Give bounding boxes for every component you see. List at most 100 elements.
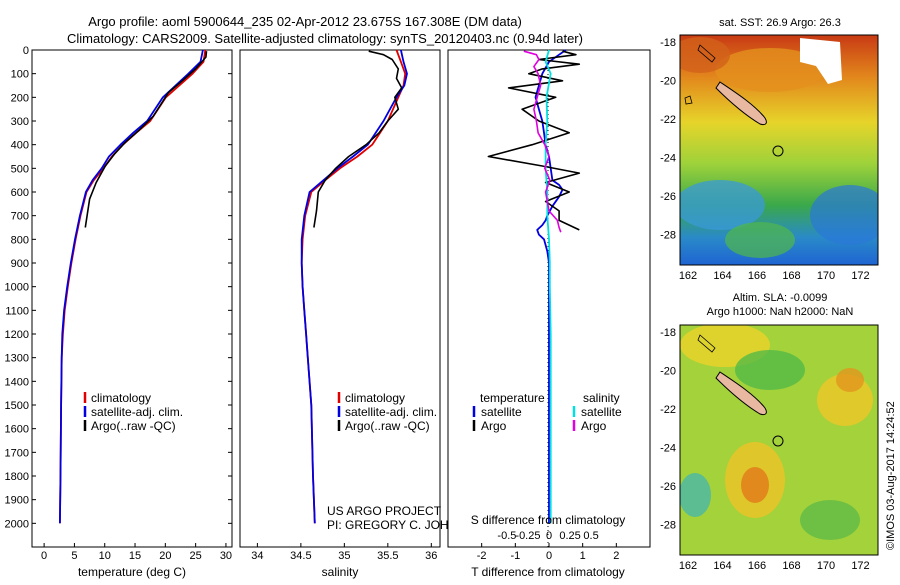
temperature-series: [59, 49, 208, 524]
imos-stamp: ©IMOS 03-Aug-2017 14:24:52: [885, 401, 897, 550]
x-tick-label: 1: [580, 550, 586, 562]
new-caledonia-island: [715, 81, 767, 126]
salinity-panel: 34 34.5 35 35.5 36 salinity climatology sate…: [239, 49, 483, 579]
difference-legend: temperature salinity satellite Argo sate…: [472, 391, 622, 433]
map-longitude-label: 172: [851, 560, 869, 572]
legend-temperature-heading: temperature: [480, 391, 545, 405]
depth-tick-label: 700: [11, 211, 29, 223]
difference-series: [487, 49, 581, 524]
map-latitude-label: -26: [660, 481, 676, 493]
legend-satellite-label: satellite-adj. clim.: [91, 405, 183, 419]
depth-tick-label: 800: [11, 234, 29, 246]
reef-outline: [697, 44, 716, 63]
x-tick-label: 25: [190, 550, 202, 562]
sst-map-axes: 162 164 166 168 170 172 -18 -20 -22 -24 -26 -28: [660, 37, 870, 282]
map-longitude-label: 162: [679, 270, 697, 282]
depth-tick-label: 600: [11, 187, 29, 199]
map-longitude-label: 170: [817, 560, 835, 572]
reef-outline: [684, 95, 693, 105]
x-tick-label: 0: [41, 550, 47, 562]
reef-outline: [697, 334, 716, 353]
x-tick-label: -2: [477, 550, 487, 562]
sst-warm-patch: [680, 37, 730, 73]
legend-temp-argo-label: Argo: [481, 419, 507, 433]
salinity-difference-tick-label: 0.5: [583, 530, 598, 542]
salinity-difference-axis: -0.5 -0.25 0 0.25 0.5: [497, 530, 598, 542]
map-latitude-label: -18: [660, 327, 676, 339]
salinity-x-axis: 34 34.5 35 35.5 36: [251, 543, 437, 562]
map-latitude-label: -22: [660, 114, 676, 126]
map-latitude-label: -20: [660, 366, 676, 378]
temperature-panel: 0100200300400500600700800900100011001200…: [5, 45, 650, 579]
sla-peak-patch: [741, 467, 769, 503]
sla-low-patch: [800, 500, 860, 540]
salinity-axes-frame: [239, 49, 441, 548]
map-longitude-label: 164: [713, 560, 731, 572]
t-difference-label: T difference from climatology: [471, 565, 625, 579]
depth-tick-label: 1900: [5, 495, 29, 507]
depth-tick-label: 1800: [5, 471, 29, 483]
sst-map-frame: [679, 34, 879, 266]
sla-map-title-1: Altim. SLA: -0.0099: [733, 292, 828, 304]
legend-temp-satellite-label: satellite: [481, 405, 522, 419]
series-satellite-line: [300, 49, 408, 524]
salinity-difference-tick-label: -0.25: [515, 530, 540, 542]
depth-tick-label: 1000: [5, 282, 29, 294]
new-caledonia-island: [715, 371, 767, 416]
x-tick-label: 35: [338, 550, 350, 562]
sst-cool-patch: [680, 180, 765, 230]
sst-map-title: sat. SST: 26.9 Argo: 26.3: [719, 17, 841, 29]
title-line-1: Argo profile: aoml 5900644_235 02-Apr-20…: [88, 14, 522, 29]
argo-float-position: [772, 435, 784, 447]
map-longitude-label: 166: [748, 560, 766, 572]
x-tick-label: 2: [613, 550, 619, 562]
argo-float-position: [772, 145, 784, 157]
x-tick-label: 34.5: [290, 550, 311, 562]
map-latitude-label: -24: [660, 153, 676, 165]
salinity-difference-tick-label: 0.25: [559, 530, 580, 542]
salinity-series: [300, 49, 408, 524]
x-tick-label: 0: [546, 550, 552, 562]
sla-map-panel: Altim. SLA: -0.0099 Argo h1000: NaN h200…: [660, 292, 879, 572]
depth-tick-label: 300: [11, 116, 29, 128]
s-difference-label: S difference from climatology: [471, 513, 626, 527]
legend-salinity-heading: salinity: [583, 391, 620, 405]
depth-tick-label: 900: [11, 258, 29, 270]
x-tick-label: 15: [129, 550, 141, 562]
sla-peak-patch: [836, 368, 864, 392]
map-longitude-label: 172: [851, 270, 869, 282]
difference-x-axis: -2 -1 0 1 2: [477, 543, 619, 562]
map-longitude-label: 168: [782, 560, 800, 572]
x-tick-label: 10: [99, 550, 111, 562]
map-latitude-label: -20: [660, 76, 676, 88]
sla-map-axes: 162 164 166 168 170 172 -18 -20 -22 -24 -26 -28: [660, 327, 870, 572]
series-argo-line: [313, 50, 403, 228]
depth-tick-label: 2000: [5, 518, 29, 530]
depth-tick-label: 1200: [5, 329, 29, 341]
depth-tick-label: 100: [11, 69, 29, 81]
depth-tick-label: 1100: [5, 305, 29, 317]
series-sal-argo-line: [523, 50, 562, 233]
legend-argo-label: Argo(..raw -QC): [345, 419, 430, 433]
depth-tick-label: 1300: [5, 353, 29, 365]
legend-climatology-label: climatology: [91, 391, 151, 405]
sst-warm-patch: [715, 48, 825, 92]
sst-map-panel: sat. SST: 26.9 Argo: 26.3: [660, 17, 879, 282]
depth-tick-label: 1700: [5, 447, 29, 459]
temperature-xlabel: temperature (deg C): [78, 565, 186, 579]
map-longitude-label: 170: [817, 270, 835, 282]
depth-tick-label: 200: [11, 92, 29, 104]
x-tick-label: 34: [251, 550, 263, 562]
depth-tick-label: 400: [11, 140, 29, 152]
temperature-legend: climatology satellite-adj. clim. Argo(..…: [83, 391, 183, 433]
sst-cool-patch: [725, 222, 795, 258]
legend-sal-satellite-label: satellite: [581, 405, 622, 419]
map-longitude-label: 162: [679, 560, 697, 572]
x-tick-label: 5: [71, 550, 77, 562]
sla-low-patch: [735, 350, 805, 390]
sst-cool-patch: [810, 185, 878, 245]
map-longitude-label: 168: [782, 270, 800, 282]
legend-satellite-label: satellite-adj. clim.: [345, 405, 437, 419]
